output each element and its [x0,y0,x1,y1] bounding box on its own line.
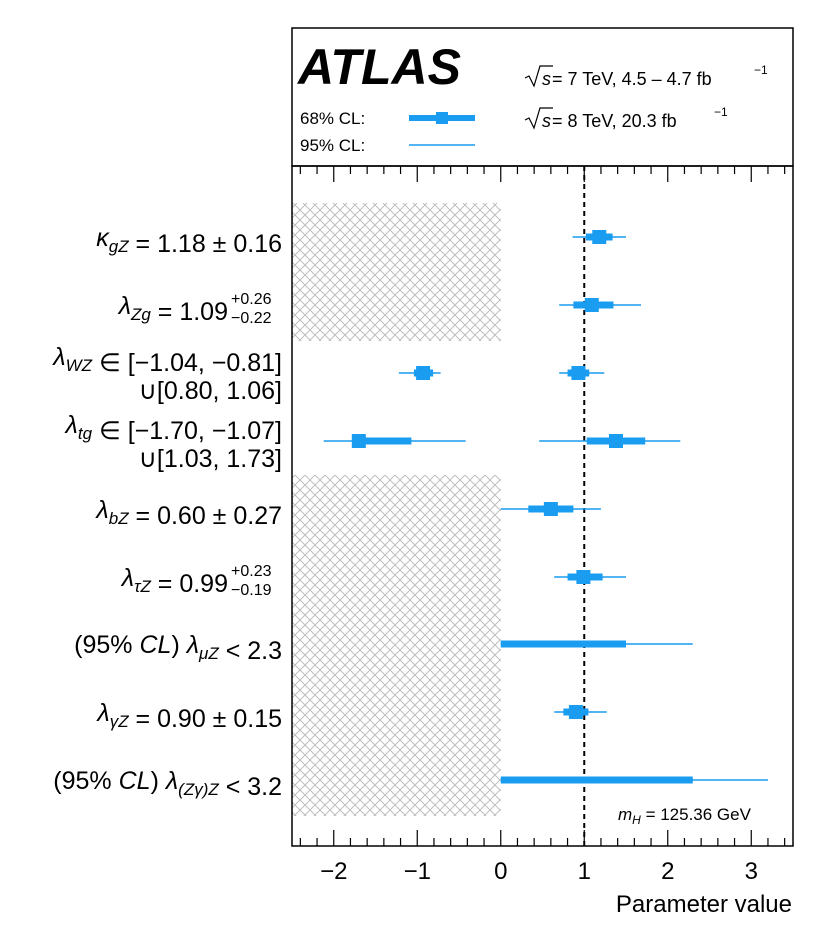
parameter-label-8: (95% CL) λ(Zγ)Z < 3.2 [53,767,282,801]
energy-lines: s = 7 TeV, 4.5 – 4.7 fb −1 s = 8 TeV, 20… [524,63,768,131]
legend-label-68: 68% CL: [300,109,365,128]
mass-symbol: m [618,805,632,824]
excluded-region-1 [292,475,501,816]
energy-text-8: = 8 TeV, 20.3 fb [552,111,677,131]
experiment-label: ATLAS [296,39,461,95]
parameter-label-1: λZg = 1.09 [117,292,228,326]
best-fit-marker-5-0 [576,570,591,584]
plot-area: −2 −1 0 1 2 3 [291,165,794,885]
parameter-label-0: κgZ = 1.18 ± 0.16 [96,224,282,258]
parameter-label-6: (95% CL) λμZ < 2.3 [74,631,282,665]
parameter-labels: κgZ = 1.18 ± 0.16 λZg = 1.09 +0.26 −0.22 λWZ… [51,224,282,801]
interval-marks [323,230,768,784]
x-axis-label: Parameter value [616,891,792,918]
parameter-sup-1: +0.26 [231,291,272,308]
header-box [291,27,794,167]
parameter-label-4: λbZ = 0.60 ± 0.27 [94,496,282,530]
legend-marker [436,112,448,124]
energy-line-8tev: s = 8 TeV, 20.3 fb −1 [524,105,728,131]
best-fit-marker-3-0 [351,434,366,448]
parameter-label-2: λWZ ∈ [−1.04, −0.81] [51,343,282,377]
x-tick-label: −1 [404,858,431,885]
excluded-regions [292,203,501,816]
mass-sub: H [632,813,641,827]
energy-line-7tev: s = 7 TeV, 4.5 – 4.7 fb −1 [524,63,768,89]
parameter-label-line2-3: ∪[1.03, 1.73] [139,445,282,473]
x-tick-label: 3 [745,858,758,885]
best-fit-marker-3-1 [608,434,623,448]
energy-text-7: = 7 TeV, 4.5 – 4.7 fb [552,69,712,89]
parameter-label-7: λγZ = 0.90 ± 0.15 [95,699,282,733]
x-tick-label: 0 [494,858,507,885]
x-tick-label: −2 [320,858,347,885]
excluded-region-0 [292,203,501,341]
legend-label-95: 95% CL: [300,136,365,155]
parameter-sub-1: −0.22 [231,310,272,327]
parameter-label-5: λτZ = 0.99 [120,564,228,598]
mass-label: mH = 125.36 GeV [618,805,752,827]
parameter-label-3: λtg ∈ [−1.70, −1.07] [64,411,282,445]
sqrt-s-7: s [542,69,551,89]
best-fit-marker-4-0 [543,502,558,516]
x-axis-ticks: −2 −1 0 1 2 3 [299,166,786,885]
energy-sup-8: −1 [714,105,728,119]
parameter-sup-5: +0.23 [231,563,272,580]
best-fit-marker-0-0 [592,230,607,244]
best-fit-marker-7-0 [568,705,583,719]
best-fit-marker-2-0 [416,366,431,380]
best-fit-marker-2-1 [571,366,586,380]
mass-text: = 125.36 GeV [641,805,752,824]
x-tick-label: 2 [661,858,674,885]
plot-frame [291,165,794,847]
energy-sup-7: −1 [754,63,768,77]
parameter-label-line2-2: ∪[0.80, 1.06] [139,377,282,405]
parameter-sub-5: −0.19 [231,582,272,599]
x-tick-label: 1 [578,858,591,885]
best-fit-marker-1-0 [584,298,599,312]
sqrt-s-8: s [542,111,551,131]
legend: 68% CL: 95% CL: [300,109,475,155]
